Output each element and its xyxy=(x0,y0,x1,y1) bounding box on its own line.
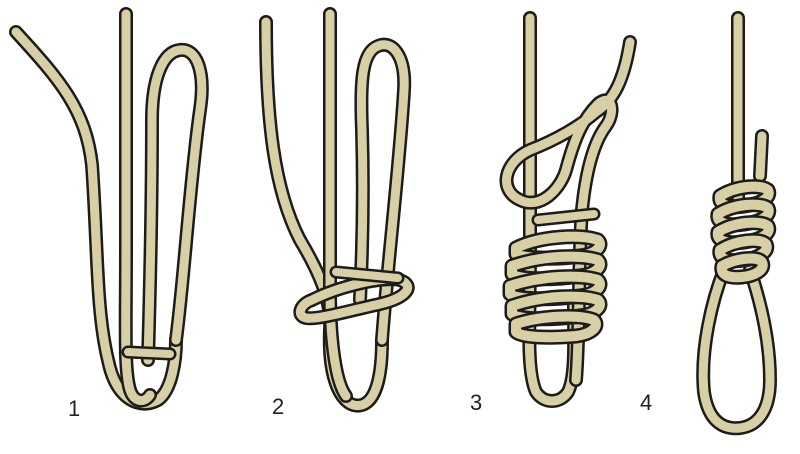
step-4-figure xyxy=(703,18,770,428)
step-4-label: 4 xyxy=(640,390,652,415)
step-1-label: 1 xyxy=(68,396,80,421)
step-2-label: 2 xyxy=(272,394,284,419)
step-3-coils xyxy=(510,237,600,337)
step-4-coils xyxy=(718,187,769,278)
step-1-figure xyxy=(16,14,202,404)
step-3-label: 3 xyxy=(470,390,482,415)
step-2-figure xyxy=(266,14,408,406)
step-3-figure xyxy=(507,18,630,401)
